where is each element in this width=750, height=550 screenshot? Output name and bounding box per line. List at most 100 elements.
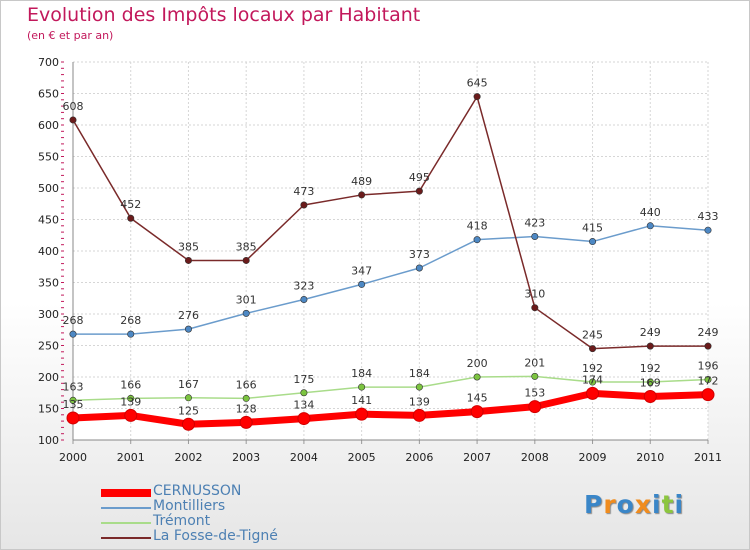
data-label-1: 440 xyxy=(640,206,661,219)
series-point-2 xyxy=(704,376,712,384)
series-point-2 xyxy=(415,383,423,391)
series-point-1 xyxy=(531,233,539,241)
series-point-0 xyxy=(66,411,80,425)
data-label-1: 423 xyxy=(524,217,545,230)
series-line-0 xyxy=(69,389,712,428)
data-label-3: 645 xyxy=(467,77,488,90)
y-tick-label: 250 xyxy=(38,340,59,353)
legend-label: La Fosse-de-Tigné xyxy=(153,528,278,544)
chart-title: Evolution des Impôts locaux par Habitant xyxy=(27,4,421,26)
legend-label: Trémont xyxy=(153,513,211,529)
series-point-1 xyxy=(473,236,481,244)
data-label-2: 163 xyxy=(63,380,84,393)
data-label-1: 373 xyxy=(409,248,430,261)
data-label-0: 139 xyxy=(120,395,141,408)
data-label-3: 473 xyxy=(293,185,314,198)
series-point-3 xyxy=(473,93,481,101)
series-point-1 xyxy=(646,222,654,230)
data-label-1: 323 xyxy=(293,280,314,293)
series-point-0 xyxy=(701,388,715,402)
series-point-0 xyxy=(297,412,311,426)
logo-letter: i xyxy=(652,490,662,519)
series-point-3 xyxy=(589,345,597,353)
series-point-2 xyxy=(531,372,539,380)
y-tick-label: 100 xyxy=(38,434,59,447)
data-label-0: 135 xyxy=(63,398,84,411)
series-point-1 xyxy=(127,330,135,338)
logo-letter: x xyxy=(634,490,652,519)
y-tick-label: 650 xyxy=(38,88,59,101)
legend: CERNUSSON Montilliers Trémont La Fosse-de-T… xyxy=(101,483,341,544)
legend-item: CERNUSSON xyxy=(101,483,341,499)
series-point-1 xyxy=(415,264,423,272)
logo-letter: o xyxy=(616,490,635,519)
series-point-2 xyxy=(473,373,481,381)
y-tick-label: 500 xyxy=(38,182,59,195)
series-line-3 xyxy=(72,95,709,350)
data-label-0: 128 xyxy=(236,402,257,415)
data-label-0: 134 xyxy=(293,399,314,412)
series-point-0 xyxy=(528,400,542,414)
series-point-0 xyxy=(181,417,195,431)
y-tick-label: 300 xyxy=(38,308,59,321)
series-point-0 xyxy=(412,408,426,422)
data-label-0: 125 xyxy=(178,404,199,417)
x-tick-label: 2007 xyxy=(463,451,491,464)
legend-item: La Fosse-de-Tigné xyxy=(101,528,341,544)
x-tick-label: 2002 xyxy=(174,451,202,464)
series-point-0 xyxy=(239,415,253,429)
data-label-0: 172 xyxy=(698,375,719,388)
series-point-1 xyxy=(242,309,250,317)
x-tick-label: 2010 xyxy=(636,451,664,464)
legend-label: Montilliers xyxy=(153,498,226,514)
x-tick-label: 2006 xyxy=(405,451,433,464)
series-point-1 xyxy=(69,330,77,338)
data-label-0: 145 xyxy=(467,392,488,405)
x-tick-label: 2011 xyxy=(694,451,722,464)
series-point-1 xyxy=(589,238,597,246)
data-label-2: 196 xyxy=(698,360,719,373)
x-tick-label: 2008 xyxy=(521,451,549,464)
series-point-1 xyxy=(300,296,308,304)
x-tick-label: 2005 xyxy=(348,451,376,464)
legend-swatch xyxy=(101,522,151,524)
y-tick-label: 700 xyxy=(38,56,59,69)
legend-swatch xyxy=(101,537,151,539)
legend-swatch xyxy=(101,489,151,497)
legend-label: CERNUSSON xyxy=(153,483,242,499)
data-label-2: 192 xyxy=(640,362,661,375)
data-label-2: 200 xyxy=(467,357,488,370)
series-point-3 xyxy=(646,342,654,350)
series-point-0 xyxy=(355,407,369,421)
logo-letter: P xyxy=(584,490,604,519)
logo-letter: r xyxy=(603,490,617,519)
series-point-2 xyxy=(242,394,250,402)
y-tick-label: 550 xyxy=(38,151,59,164)
series-line-1 xyxy=(72,225,709,335)
proxiti-logo: Proxiti xyxy=(584,490,684,519)
series-point-3 xyxy=(415,187,423,195)
series-point-0 xyxy=(586,386,600,400)
data-label-3: 608 xyxy=(63,100,84,113)
data-label-2: 166 xyxy=(120,378,141,391)
series-point-2 xyxy=(589,378,597,386)
data-label-1: 268 xyxy=(63,314,84,327)
series-point-3 xyxy=(300,201,308,209)
series-point-3 xyxy=(184,256,192,264)
series-point-2 xyxy=(69,396,77,404)
data-label-1: 268 xyxy=(120,314,141,327)
data-label-0: 153 xyxy=(524,387,545,400)
series-point-3 xyxy=(69,116,77,124)
series-line-2 xyxy=(72,375,709,402)
series-point-0 xyxy=(470,405,484,419)
x-tick-label: 2009 xyxy=(579,451,607,464)
y-tick-label: 450 xyxy=(38,214,59,227)
legend-item: Trémont xyxy=(101,513,341,529)
series-point-0 xyxy=(643,390,657,404)
data-label-1: 418 xyxy=(467,220,488,233)
data-label-3: 249 xyxy=(698,326,719,339)
x-tick-label: 2003 xyxy=(232,451,260,464)
series-point-2 xyxy=(646,378,654,386)
series-point-2 xyxy=(300,389,308,397)
